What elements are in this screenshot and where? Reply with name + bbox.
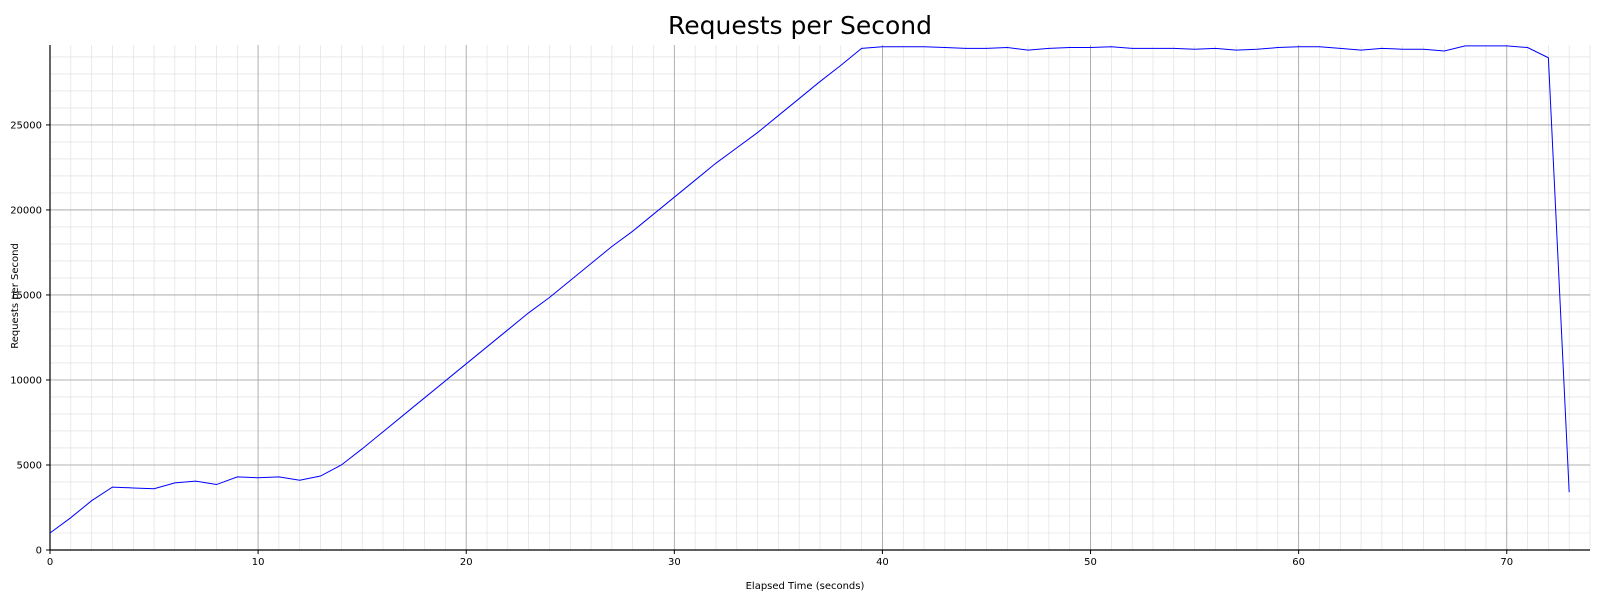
x-tick-label: 50 bbox=[1084, 557, 1097, 568]
x-tick-label: 10 bbox=[252, 557, 265, 568]
x-tick-label: 20 bbox=[460, 557, 473, 568]
x-tick-label: 0 bbox=[47, 557, 53, 568]
series-line bbox=[49, 45, 1570, 534]
y-axis-label: Requests per Second bbox=[10, 243, 21, 349]
x-tick-label: 60 bbox=[1292, 557, 1305, 568]
chart-title: Requests per Second bbox=[668, 11, 932, 40]
y-tick-label: 25000 bbox=[10, 120, 42, 131]
axes bbox=[46, 45, 1590, 554]
x-tick-label: 70 bbox=[1500, 557, 1513, 568]
y-tick-label: 15000 bbox=[10, 290, 42, 301]
y-tick-label: 10000 bbox=[10, 375, 42, 386]
y-tick-label: 0 bbox=[36, 546, 42, 557]
series-layer bbox=[49, 45, 1570, 534]
tick-labels: 0 10 20 30 40 50 60 70 0 5000 10000 15000 20000 25000 bbox=[10, 120, 1513, 568]
x-tick-label: 30 bbox=[668, 557, 681, 568]
x-tick-label: 40 bbox=[876, 557, 889, 568]
y-tick-label: 20000 bbox=[10, 205, 42, 216]
minor-grid bbox=[49, 45, 1591, 551]
y-tick-label: 5000 bbox=[17, 460, 42, 471]
x-axis-label: Elapsed Time (seconds) bbox=[746, 581, 865, 592]
